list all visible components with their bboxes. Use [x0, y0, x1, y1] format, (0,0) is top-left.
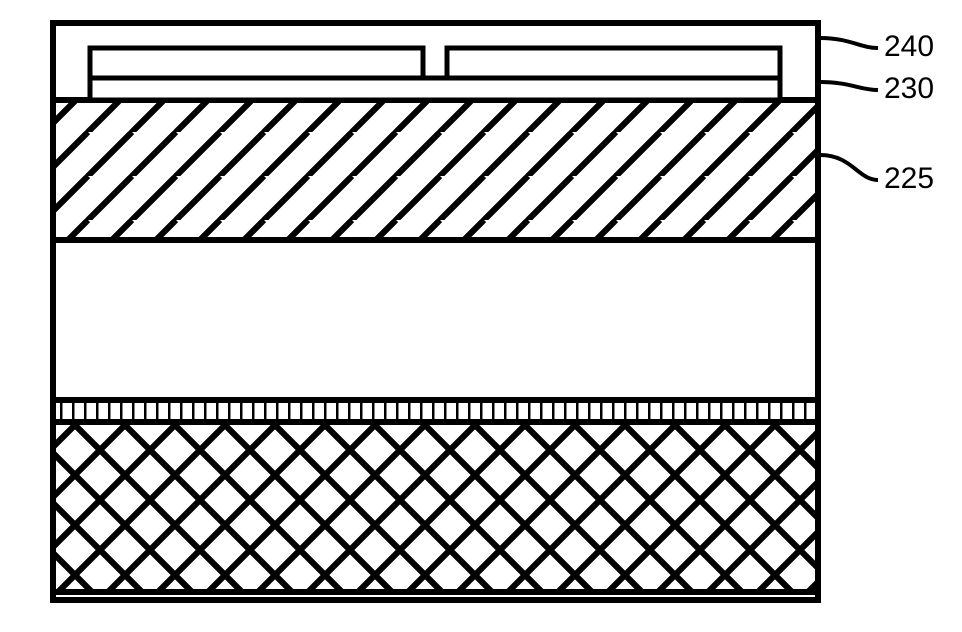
label-230: 230 — [884, 72, 934, 106]
label-240: 240 — [884, 30, 934, 64]
diagram-svg — [0, 0, 962, 632]
figure-canvas: 240 230 225 — [0, 0, 962, 632]
label-225: 225 — [884, 162, 934, 196]
